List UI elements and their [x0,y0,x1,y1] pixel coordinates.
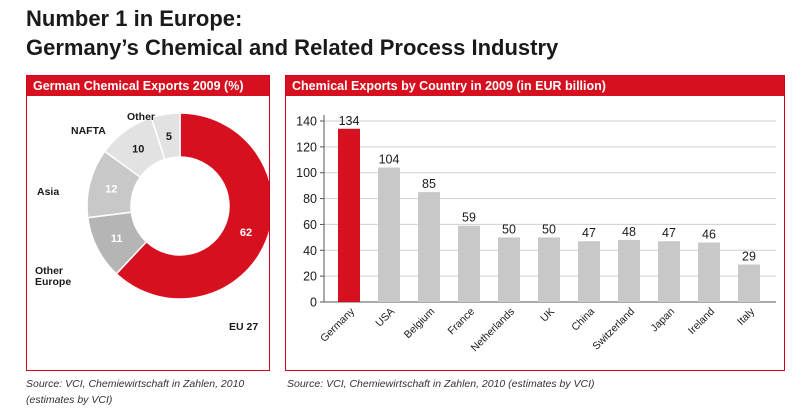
donut-category-label: Other Europe [35,265,71,288]
bar-value-label: 85 [422,177,436,191]
y-tick-label: 20 [303,270,317,284]
bar-chart-panel: Chemical Exports by Country in 2009 (in … [285,75,785,371]
category-label: China [569,306,597,334]
bar-value-label: 29 [742,250,756,264]
donut-category-label: Asia [37,186,59,198]
bar-chart: 0 20 40 60 80 100 120 140 134 Germany 104 USA 85 Belg… [296,114,776,354]
donut-source-note: (estimates by VCI) [26,394,113,406]
category-label: UK [538,306,557,325]
donut-value-label: 5 [166,131,172,143]
y-tick-label: 100 [296,166,317,180]
bar-japan [658,241,680,302]
bar-source: Source: VCI, Chemiewirtschaft in Zahlen,… [287,378,595,390]
bar-value-label: 46 [702,228,716,242]
bar-switzerland [618,239,640,302]
category-label: USA [373,306,397,330]
bar-france [458,225,480,302]
bar-value-label: 50 [542,222,556,236]
category-label: Belgium [402,305,437,340]
bar-netherlands [498,237,520,302]
category-label: France [446,306,478,338]
donut-value-label: 10 [132,144,144,156]
bar-ireland [698,242,720,302]
page-title-line-2: Germany’s Chemical and Related Process I… [26,35,559,60]
donut-category-label: Other [127,111,155,123]
donut-value-label: 11 [111,233,123,245]
bar-value-label: 134 [339,114,360,128]
donut-chart: 62 EU 27 11 Other Europe 12 Asia 10 NAFTA 5 Other [35,111,269,333]
page-title-line-1: Number 1 in Europe: [26,6,243,31]
category-label: Germany [318,305,358,345]
y-tick-label: 60 [303,218,317,232]
y-tick-label: 120 [296,140,317,154]
bar-value-label: 48 [622,225,636,239]
bar-chart-title: Chemical Exports by Country in 2009 (in … [286,76,784,96]
bar-value-label: 47 [662,226,676,240]
category-label: Ireland [686,306,717,337]
bar-value-label: 104 [379,153,400,167]
donut-category-label: NAFTA [71,125,106,137]
y-tick-label: 40 [303,244,317,258]
y-tick-label: 140 [296,115,317,129]
bar-germany [338,128,360,302]
y-tick-label: 80 [303,192,317,206]
bar-value-label: 47 [582,226,596,240]
donut-chart-panel: German Chemical Exports 2009 (%) 62 EU 27… [26,75,270,371]
donut-slice-eu-27 [115,112,269,300]
bar-italy [738,264,760,302]
bar-usa [378,167,400,302]
donut-slice-other [150,112,181,161]
bar-china [578,241,600,302]
category-label: Italy [735,305,758,328]
donut-value-label: 62 [240,227,252,239]
category-label: Japan [648,306,677,335]
donut-source: Source: VCI, Chemiewirtschaft in Zahlen,… [26,378,245,390]
donut-chart-title: German Chemical Exports 2009 (%) [27,76,269,96]
category-label: Switzerland [590,306,637,353]
bar-value-label: 50 [502,222,516,236]
donut-category-label: EU 27 [229,321,258,333]
bar-belgium [418,192,440,302]
bar-uk [538,237,560,302]
bar-value-label: 59 [462,211,476,225]
donut-value-label: 12 [105,183,117,195]
y-tick-label: 0 [310,296,317,310]
